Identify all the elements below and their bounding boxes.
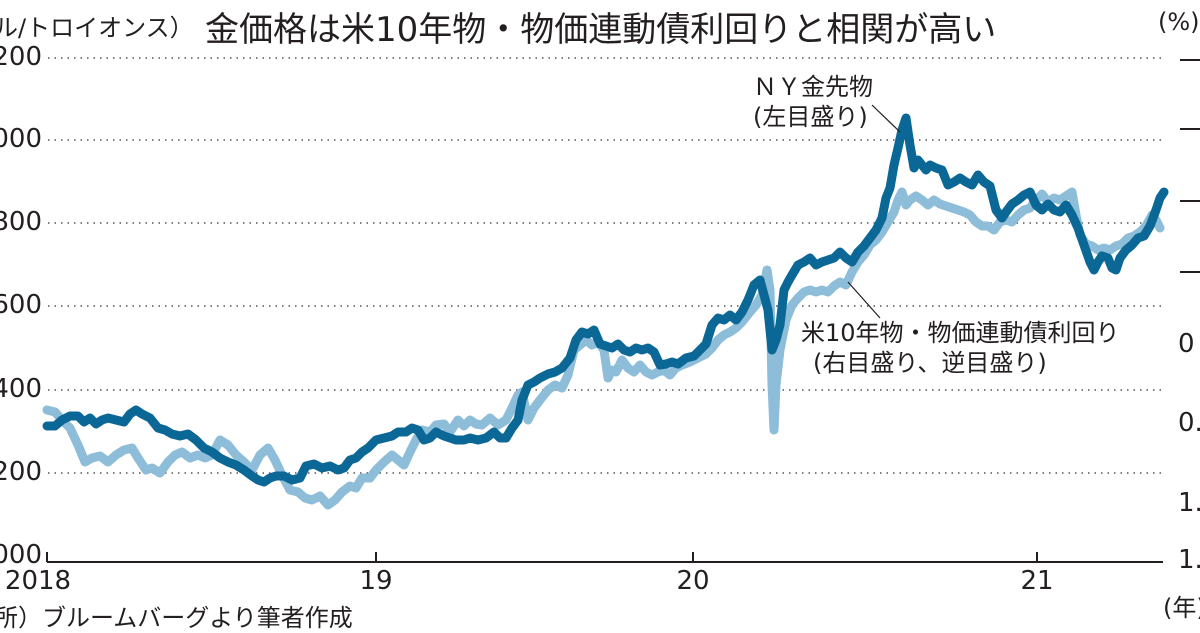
x-axis-unit: (年) (1163, 594, 1200, 622)
left-tick-2000: 000 (0, 124, 42, 154)
right-tick-0: 0 (1178, 329, 1195, 359)
right-tick-1-0: 1. (1178, 488, 1200, 518)
source-note: 所）ブルームバーグより筆者作成 (0, 604, 353, 632)
right-axis-ticks (1180, 59, 1200, 273)
left-tick-1200: 200 (0, 457, 42, 487)
tips-annotation-leader (847, 281, 881, 319)
x-tick-2019: 19 (359, 566, 393, 596)
tips-annotation-scale: (右目盛り、逆目盛り) (813, 349, 1047, 377)
left-tick-2200: 200 (0, 42, 42, 72)
x-tick-2021: 21 (1020, 566, 1054, 596)
gold-annotation-leader (871, 104, 901, 133)
left-axis-unit: ル/トロイオンス） (0, 14, 194, 42)
left-tick-1600: 600 (0, 290, 42, 320)
left-tick-1400: 400 (0, 374, 42, 404)
gridlines (48, 57, 1163, 474)
tips-yield-line (42, 187, 1165, 510)
x-tick-2018: 2018 (4, 566, 72, 596)
left-tick-1000: 000 (0, 540, 42, 570)
right-axis-unit: (%) (1158, 8, 1200, 36)
gold-annotation: ＮＹ金先物 (左目盛り) (753, 72, 873, 132)
right-tick-1-5: 1. (1178, 545, 1200, 575)
tips-annotation: 米10年物・物価連動債利回り (右目盛り、逆目盛り) (801, 318, 1120, 378)
right-tick-0-5: 0. (1178, 408, 1200, 438)
x-axis (46, 552, 1163, 563)
gold-annotation-title: ＮＹ金先物 (753, 73, 873, 101)
tips-annotation-title: 米10年物・物価連動債利回り (801, 319, 1120, 347)
gold-annotation-scale: (左目盛り) (753, 103, 868, 131)
left-tick-1800: 800 (0, 207, 42, 237)
gold-futures-line (42, 113, 1169, 487)
chart-title: 金価格は米10年物・物価連動債利回りと相関が高い (205, 10, 997, 50)
x-tick-2020: 20 (676, 566, 710, 596)
